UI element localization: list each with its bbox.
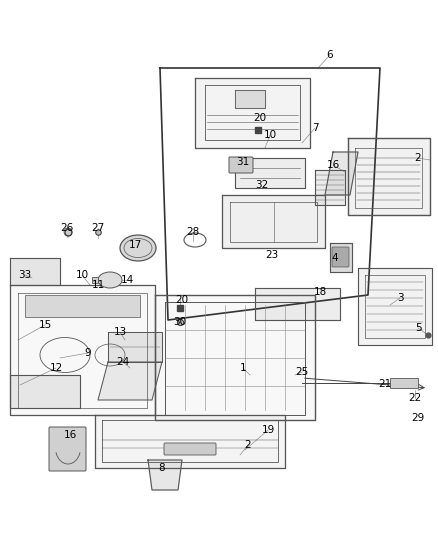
Polygon shape xyxy=(348,138,430,215)
Text: 11: 11 xyxy=(92,280,105,290)
Text: 23: 23 xyxy=(265,250,279,260)
Text: 30: 30 xyxy=(173,317,187,327)
Polygon shape xyxy=(95,415,285,468)
Text: 8: 8 xyxy=(159,463,165,473)
Text: 4: 4 xyxy=(332,253,338,263)
FancyBboxPatch shape xyxy=(229,157,253,173)
Polygon shape xyxy=(235,90,265,108)
Text: 22: 22 xyxy=(408,393,422,403)
Text: 10: 10 xyxy=(263,130,276,140)
Text: 14: 14 xyxy=(120,275,134,285)
Text: 2: 2 xyxy=(245,440,251,450)
Polygon shape xyxy=(255,288,340,320)
Polygon shape xyxy=(222,195,325,248)
Text: 20: 20 xyxy=(176,295,189,305)
Text: 29: 29 xyxy=(411,413,424,423)
FancyBboxPatch shape xyxy=(332,247,349,267)
Text: 33: 33 xyxy=(18,270,32,280)
Text: 18: 18 xyxy=(313,287,327,297)
Text: 6: 6 xyxy=(327,50,333,60)
Text: 26: 26 xyxy=(60,223,74,233)
Polygon shape xyxy=(155,295,315,420)
Text: 25: 25 xyxy=(295,367,309,377)
Polygon shape xyxy=(10,375,80,408)
Polygon shape xyxy=(235,158,305,188)
Text: 16: 16 xyxy=(64,430,77,440)
Text: 3: 3 xyxy=(397,293,403,303)
Text: 32: 32 xyxy=(255,180,268,190)
Text: 10: 10 xyxy=(75,270,88,280)
Text: 1: 1 xyxy=(240,363,246,373)
FancyBboxPatch shape xyxy=(25,295,140,317)
Text: 13: 13 xyxy=(113,327,127,337)
Text: 19: 19 xyxy=(261,425,275,435)
Polygon shape xyxy=(358,268,432,345)
FancyBboxPatch shape xyxy=(390,378,418,388)
Polygon shape xyxy=(315,170,345,205)
Text: 20: 20 xyxy=(254,113,267,123)
Text: 15: 15 xyxy=(39,320,52,330)
FancyBboxPatch shape xyxy=(49,427,86,471)
Text: 5: 5 xyxy=(415,323,421,333)
Polygon shape xyxy=(98,362,162,400)
Polygon shape xyxy=(330,243,352,272)
Polygon shape xyxy=(325,152,358,195)
Text: 31: 31 xyxy=(237,157,250,167)
Text: 27: 27 xyxy=(92,223,105,233)
FancyBboxPatch shape xyxy=(164,443,216,455)
Text: 9: 9 xyxy=(85,348,91,358)
Polygon shape xyxy=(108,332,162,362)
Text: 21: 21 xyxy=(378,379,392,389)
Ellipse shape xyxy=(120,235,156,261)
Text: 24: 24 xyxy=(117,357,130,367)
Polygon shape xyxy=(148,460,182,490)
Text: 2: 2 xyxy=(415,153,421,163)
Text: 16: 16 xyxy=(326,160,339,170)
Text: 12: 12 xyxy=(49,363,63,373)
Polygon shape xyxy=(10,285,155,415)
Text: 28: 28 xyxy=(187,227,200,237)
Polygon shape xyxy=(10,258,60,285)
Text: 17: 17 xyxy=(128,240,141,250)
Text: 7: 7 xyxy=(312,123,318,133)
Polygon shape xyxy=(195,78,310,148)
Ellipse shape xyxy=(98,272,122,288)
